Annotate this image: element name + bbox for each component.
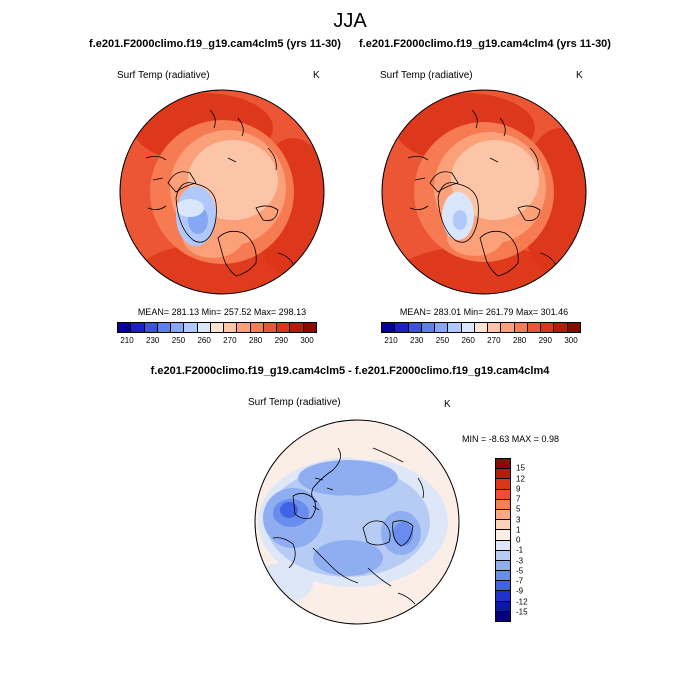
panel-2-colorbar-swatch: [501, 323, 515, 332]
panel-2-colorbar-tick-label: 260: [461, 336, 475, 345]
diff-colorbar-tick-label: 9: [516, 484, 521, 494]
panel-2-colorbar-tick-label: 300: [564, 336, 578, 345]
panel-2-colorbar: [381, 322, 581, 333]
panel-1-variable-label: Surf Temp (radiative): [117, 70, 210, 81]
panel-2-colorbar-tick-label: 270: [487, 336, 501, 345]
diff-panel-title: f.e201.F2000climo.f19_g19.cam4clm5 - f.e…: [150, 365, 550, 377]
panel-2-colorbar-tick-label: 290: [538, 336, 552, 345]
panel-1-units-label: K: [313, 70, 320, 81]
diff-colorbar-swatch: [496, 591, 510, 602]
panel-1-colorbar-tick-label: 270: [223, 336, 237, 345]
diff-colorbar-swatch: [496, 550, 510, 561]
diff-colorbar-swatch: [496, 560, 510, 572]
diff-colorbar-tick-label: -7: [516, 576, 524, 586]
panel-1-colorbar-tick-label: 260: [197, 336, 211, 345]
diff-colorbar-tick-label: -5: [516, 566, 524, 576]
panel-2-colorbar-swatch: [488, 323, 502, 332]
panel-1-colorbar-swatch: [157, 323, 172, 332]
diff-colorbar-swatch: [496, 520, 510, 531]
diff-colorbar-ticks: 15 12 9 7 5 3 1 0 -1 -3 -5 -7 -9 -12 -15: [516, 458, 546, 622]
diff-colorbar-tick-label: -12: [516, 597, 528, 606]
panel-1-colorbar-tick-label: 210: [120, 336, 134, 345]
panel-1-colorbar-swatch: [263, 323, 278, 332]
panel-2-stats: MEAN= 283.01 Min= 261.79 Max= 301.46: [399, 307, 569, 317]
diff-colorbar-tick-label: -9: [516, 586, 524, 596]
panel-1-colorbar: [117, 322, 317, 333]
panel-2-colorbar-swatch: [461, 323, 475, 332]
diff-colorbar-swatch: [496, 530, 510, 541]
panel-2-colorbar-swatch: [408, 323, 422, 332]
panel-2-colorbar-tick-label: 250: [435, 336, 450, 345]
panel-2-colorbar-swatch: [554, 323, 568, 332]
panel-2-colorbar-swatch: [514, 323, 528, 332]
diff-colorbar-swatch: [496, 509, 510, 521]
panel-2-colorbar-swatch: [474, 323, 489, 332]
panel-2-variable-label: Surf Temp (radiative): [380, 70, 473, 81]
panel-1-colorbar-swatch: [131, 323, 145, 332]
panel-2-colorbar-swatch: [567, 323, 580, 332]
panel-1-colorbar-tick-label: 230: [146, 336, 160, 345]
panel-2-colorbar-ticks: 210 230 250 260 270 280 290 300: [381, 336, 581, 348]
diff-colorbar-tick-label: 1: [516, 525, 521, 535]
panel-1-colorbar-swatch: [184, 323, 198, 332]
diff-colorbar-tick-label: 3: [516, 515, 521, 524]
diff-colorbar-tick-label: 5: [516, 504, 521, 514]
panel-1-colorbar-swatch: [290, 323, 304, 332]
diff-colorbar-swatch: [496, 540, 510, 551]
diff-colorbar-swatch: [496, 469, 510, 480]
panel-2-colorbar-swatch: [421, 323, 436, 332]
diff-colorbar-tick-label: 7: [516, 494, 521, 504]
panel-1-colorbar-tick-label: 290: [274, 336, 288, 345]
diff-colorbar-swatch: [496, 479, 510, 490]
diff-colorbar-swatch: [496, 601, 510, 612]
panel-1-colorbar-swatch: [144, 323, 158, 332]
panel-2-colorbar-swatch: [395, 323, 409, 332]
panel-2-colorbar-tick-label: 210: [384, 336, 398, 345]
diff-colorbar-tick-label: 12: [516, 474, 525, 483]
diff-colorbar-swatch: [496, 459, 510, 470]
panel-1-colorbar-swatch: [171, 323, 185, 332]
panel-1-title: f.e201.F2000climo.f19_g19.cam4clm5 (yrs …: [89, 38, 341, 50]
panel-2-colorbar-swatch: [448, 323, 462, 332]
panel-2-colorbar-swatch: [527, 323, 542, 332]
panel-2-colorbar-tick-label: 280: [512, 336, 527, 345]
panel-1-colorbar-swatch: [277, 323, 291, 332]
panel-1-colorbar-swatch: [197, 323, 211, 332]
panel-2-colorbar-swatch: [435, 323, 449, 332]
panel-1-colorbar-ticks: 210 230 250 260 270 280 290 300: [117, 336, 317, 348]
diff-polar-map: [254, 419, 460, 625]
panel-1-colorbar-tick-label: 250: [171, 336, 186, 345]
diff-colorbar-tick-label: -15: [516, 607, 528, 617]
diff-colorbar-tick-label: 0: [516, 535, 521, 545]
diff-colorbar-tick-label: -3: [516, 556, 524, 565]
diff-stats: MIN = -8.63 MAX = 0.98: [462, 434, 560, 444]
panel-1-colorbar-swatch: [224, 323, 238, 332]
diff-colorbar-swatch: [496, 489, 510, 500]
panel-1-polar-map: [119, 89, 325, 295]
panel-1-colorbar-swatch: [303, 323, 316, 332]
panel-2-title: f.e201.F2000climo.f19_g19.cam4clm4 (yrs …: [359, 38, 611, 50]
panel-2-colorbar-swatch: [541, 323, 555, 332]
diff-colorbar: [495, 458, 511, 622]
diff-colorbar-swatch: [496, 581, 510, 592]
diff-units-label: K: [444, 399, 451, 410]
panel-2-units-label: K: [576, 70, 583, 81]
figure-title: JJA: [333, 10, 367, 32]
diff-colorbar-swatch: [496, 499, 510, 510]
panel-2-colorbar-tick-label: 230: [410, 336, 424, 345]
panel-1-colorbar-swatch: [118, 323, 132, 332]
panel-1-colorbar-swatch: [250, 323, 264, 332]
diff-colorbar-tick-label: 15: [516, 463, 525, 473]
diff-variable-label: Surf Temp (radiative): [248, 397, 341, 408]
panel-1-colorbar-swatch: [210, 323, 225, 332]
panel-2-colorbar-swatch: [382, 323, 396, 332]
panel-1-colorbar-swatch: [237, 323, 251, 332]
panel-1-colorbar-tick-label: 300: [300, 336, 314, 345]
panel-1-stats: MEAN= 281.13 Min= 257.52 Max= 298.13: [137, 307, 307, 317]
panel-2-polar-map: [381, 89, 587, 295]
diff-colorbar-tick-label: -1: [516, 545, 524, 555]
diff-colorbar-swatch: [496, 611, 510, 621]
panel-1-colorbar-tick-label: 280: [248, 336, 263, 345]
diff-colorbar-swatch: [496, 571, 510, 582]
